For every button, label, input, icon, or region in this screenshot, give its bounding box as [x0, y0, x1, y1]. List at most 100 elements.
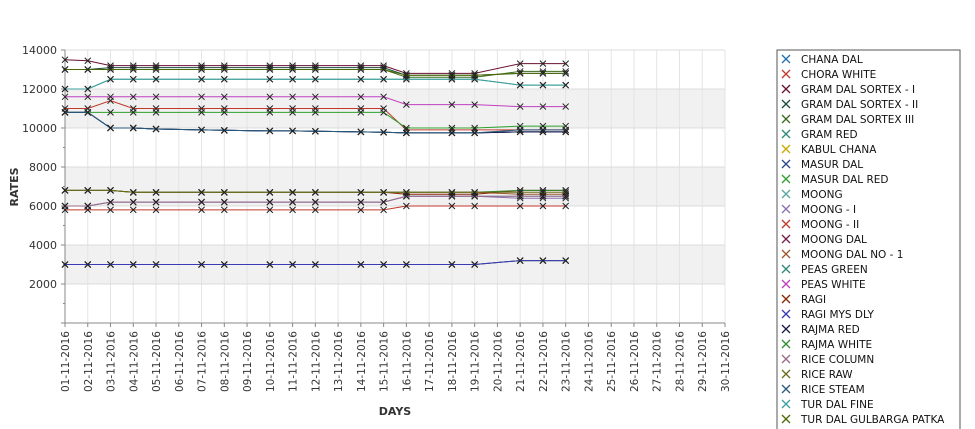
data-point [61, 202, 69, 210]
legend-marker [781, 54, 791, 64]
data-point [266, 188, 274, 196]
legend-marker [781, 159, 791, 169]
data-point [380, 128, 387, 136]
data-point [471, 129, 479, 137]
legend-marker [781, 129, 791, 139]
data-point [562, 60, 570, 68]
series-line [65, 195, 566, 207]
data-point [380, 109, 387, 116]
legend-item: RAJMA RED [781, 324, 860, 336]
legend-label: RICE COLUMN [801, 354, 874, 366]
data-point [471, 261, 479, 268]
x-tick-label: 04-11-2016 [128, 331, 140, 392]
x-tick-label: 17-11-2016 [424, 331, 436, 392]
data-point [311, 109, 319, 116]
legend-marker [781, 174, 791, 184]
data-point [562, 257, 570, 264]
data-point [61, 187, 69, 194]
data-point [357, 75, 365, 83]
legend-marker [781, 99, 791, 109]
x-tick-label: 25-11-2016 [606, 331, 618, 392]
data-point [289, 198, 296, 206]
data-point [220, 93, 228, 101]
data-point [539, 81, 547, 89]
series-line [65, 111, 566, 129]
data-point [311, 261, 319, 268]
data-point [380, 188, 387, 196]
legend-marker [781, 219, 791, 229]
y-axis-title: RATES [8, 167, 21, 206]
legend-marker [781, 354, 791, 364]
legend-label: GRAM RED [801, 129, 858, 141]
data-point [129, 66, 137, 73]
y-tick-label: 14000 [22, 44, 57, 57]
legend-item: RICE COLUMN [781, 354, 874, 366]
data-point [266, 109, 274, 116]
data-point [403, 202, 410, 210]
data-point [107, 75, 114, 83]
series-moong-ii [61, 202, 570, 214]
data-point [311, 75, 319, 83]
legend-marker [781, 264, 791, 274]
data-point [152, 93, 160, 101]
legend-label: CHORA WHITE [801, 69, 876, 81]
data-point [539, 70, 547, 77]
data-point [152, 109, 160, 116]
data-point [516, 188, 524, 196]
data-point [403, 71, 410, 79]
series-line [65, 100, 566, 131]
data-point [516, 126, 524, 134]
x-tick-label: 20-11-2016 [492, 331, 504, 392]
data-point [403, 129, 410, 137]
data-point [562, 126, 570, 134]
legend-label: PEAS WHITE [801, 279, 866, 291]
data-point [403, 124, 410, 132]
data-point [152, 206, 160, 214]
data-point [539, 126, 547, 134]
data-point [266, 127, 274, 135]
data-point [129, 75, 137, 83]
x-tick-label: 07-11-2016 [197, 331, 209, 392]
data-point [266, 206, 274, 214]
data-point [220, 206, 228, 214]
data-point [107, 124, 114, 132]
legend-label: KABUL CHANA [801, 144, 877, 156]
x-tick-label: 22-11-2016 [538, 331, 550, 392]
legend-label: RAJMA RED [801, 324, 860, 336]
legend-marker [781, 324, 791, 334]
x-tick-label: 19-11-2016 [470, 331, 482, 392]
legend-marker [781, 384, 791, 394]
x-tick-label: 18-11-2016 [447, 331, 459, 392]
legend-marker [781, 294, 791, 304]
legend: CHANA DAL CHORA WHITE GRAM DAL SORTEX - I G… [776, 49, 961, 429]
data-point [152, 66, 160, 73]
data-point [220, 126, 228, 134]
y-tick-label: 6000 [29, 200, 57, 213]
data-point [311, 206, 319, 214]
legend-label: PEAS GREEN [801, 264, 868, 276]
legend-box [776, 49, 961, 429]
data-point [61, 261, 69, 268]
x-axis-title: DAYS [379, 405, 412, 418]
x-tick-label: 05-11-2016 [151, 331, 163, 392]
legend-label: MOONG - I [801, 204, 856, 216]
data-point [107, 206, 114, 214]
data-point [357, 198, 365, 206]
legend-marker [781, 369, 791, 379]
legend-item: MASUR DAL [781, 159, 863, 171]
data-point [107, 198, 114, 206]
data-point [516, 70, 524, 77]
legend-item: TUR DAL FINE [781, 399, 874, 411]
legend-item: CHORA WHITE [781, 69, 876, 81]
series-peas-white [61, 93, 570, 110]
data-point [380, 93, 387, 101]
data-point [266, 75, 274, 83]
data-point [562, 70, 570, 77]
data-point [311, 198, 319, 206]
legend-item: MOONG [781, 189, 843, 201]
legend-item: RICE STEAM [781, 384, 865, 396]
x-tick-label: 28-11-2016 [674, 331, 686, 392]
legend-item: RAJMA WHITE [781, 339, 872, 351]
legend-marker [781, 69, 791, 79]
data-point [61, 85, 69, 93]
